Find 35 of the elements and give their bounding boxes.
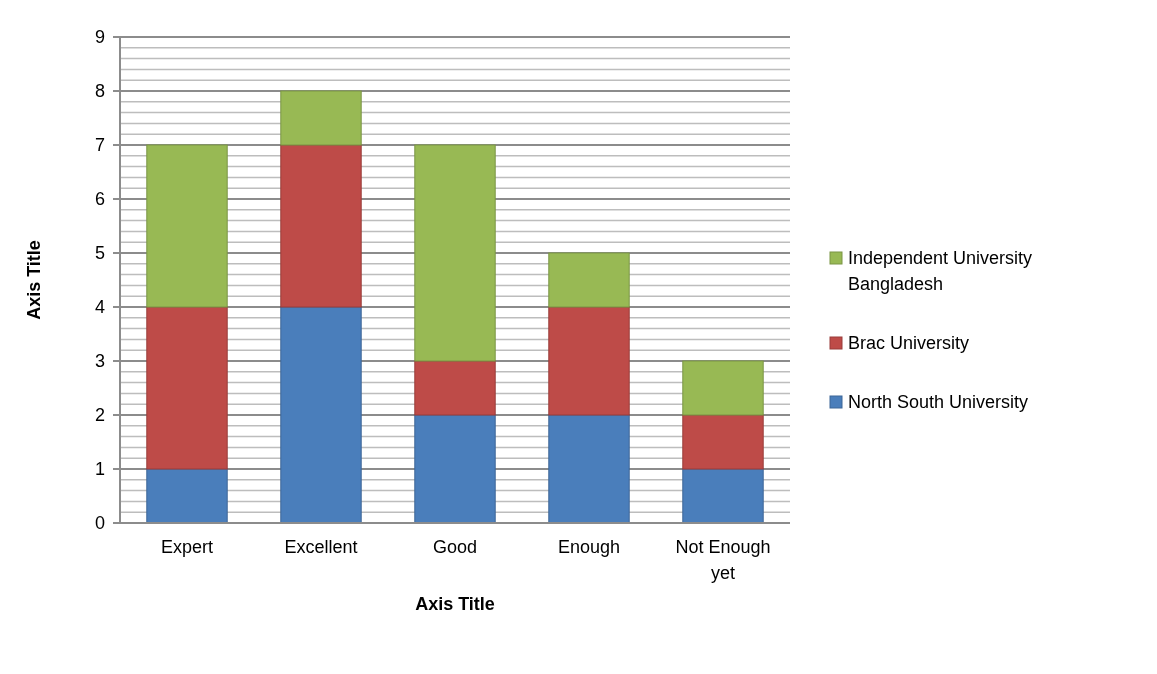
bar (548, 414, 630, 524)
y-tick-label: 3 (94, 351, 105, 372)
y-tick-label: 5 (94, 243, 105, 264)
y-tick-label: 2 (94, 405, 105, 426)
bar (146, 144, 228, 308)
y-axis-title: Axis Title (24, 240, 44, 320)
bar (280, 306, 362, 524)
bar (146, 306, 228, 470)
x-tick-label: Good (432, 537, 478, 557)
y-tick-label: 9 (94, 27, 105, 48)
bar (682, 414, 764, 470)
y-tick-label: 1 (94, 459, 105, 480)
y-tick-label: 7 (94, 135, 105, 156)
x-tick-label: Expert (160, 537, 214, 557)
x-tick-label: Enough (557, 537, 621, 557)
bar (414, 414, 496, 524)
bar (414, 360, 496, 416)
bar (548, 306, 630, 416)
y-tick-label: 4 (94, 297, 105, 318)
bar (280, 144, 362, 308)
bar (682, 468, 764, 524)
x-tick-label: Not Enough yet (675, 537, 771, 583)
bar (548, 252, 630, 308)
bar (682, 360, 764, 416)
y-tick-label: 0 (94, 513, 105, 534)
x-axis-title: Axis Title (415, 594, 495, 614)
y-tick-label: 6 (94, 189, 105, 210)
legend-label: Independent University Bangladesh (848, 248, 1033, 295)
bar (280, 90, 362, 146)
bar (414, 144, 496, 362)
bar (146, 468, 228, 524)
legend-label: North South University (848, 392, 1029, 413)
y-tick-label: 8 (94, 81, 105, 102)
x-tick-label: Excellent (284, 537, 358, 557)
legend-label: Brac University (848, 333, 970, 354)
